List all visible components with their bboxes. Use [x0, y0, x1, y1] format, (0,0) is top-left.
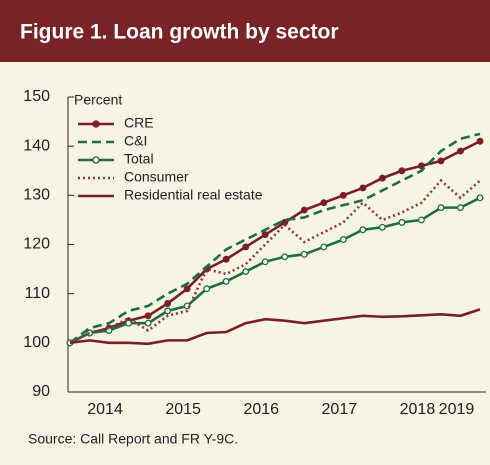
data-point: [183, 285, 191, 293]
data-point: [417, 162, 425, 170]
chart-title: Figure 1. Loan growth by sector: [20, 21, 339, 44]
data-point: [359, 226, 367, 234]
data-point: [300, 206, 308, 214]
data-point: [437, 157, 445, 165]
legend-label: Consumer: [124, 169, 189, 185]
y-tick-label: 130: [23, 187, 50, 204]
y-axis-label: Percent: [74, 92, 122, 108]
data-point: [476, 137, 484, 145]
x-tick-label: 2015: [165, 401, 201, 418]
x-tick-label: 2019: [439, 401, 475, 418]
data-point: [125, 319, 133, 327]
y-tick-label: 140: [23, 137, 50, 154]
y-tick-label: 150: [23, 88, 50, 105]
data-point: [339, 191, 347, 199]
data-point: [164, 300, 172, 307]
data-point: [203, 285, 211, 293]
series-line: [69, 140, 481, 344]
y-tick-label: 100: [23, 334, 50, 351]
data-point: [222, 277, 230, 285]
x-tick-label: 2014: [87, 401, 123, 418]
data-point: [398, 167, 406, 175]
data-point: [398, 218, 406, 226]
data-point: [222, 255, 230, 263]
data-point: [242, 243, 250, 251]
series-line: [69, 308, 481, 346]
y-tick-label: 90: [32, 383, 50, 400]
data-point: [261, 258, 269, 266]
x-tick-label: 2016: [243, 401, 279, 418]
legend-marker: [92, 120, 100, 128]
data-point: [359, 184, 367, 192]
data-point: [437, 204, 445, 212]
x-tick-label: 2017: [322, 401, 358, 418]
data-point: [339, 236, 347, 244]
legend-label: CRE: [124, 115, 154, 131]
source-note: Source: Call Report and FR Y-9C.: [28, 431, 238, 447]
data-point: [417, 216, 425, 224]
legend-label: Total: [124, 151, 154, 167]
data-point: [378, 174, 386, 182]
x-tick-label: 2018: [400, 401, 436, 418]
series-line: [69, 196, 481, 344]
legend-label: C&I: [124, 133, 147, 149]
data-point: [320, 199, 328, 207]
y-tick-label: 120: [23, 236, 50, 253]
data-point: [320, 243, 328, 251]
data-point: [144, 319, 152, 327]
data-point: [164, 307, 172, 315]
data-point: [281, 253, 289, 261]
data-point: [242, 268, 250, 275]
data-point: [261, 231, 269, 239]
legend-marker: [92, 156, 100, 164]
data-point: [300, 250, 308, 258]
legend-label: Residential real estate: [124, 187, 263, 203]
data-point: [457, 147, 464, 155]
data-point: [378, 223, 386, 231]
y-tick-label: 110: [24, 285, 50, 302]
series-line: [69, 178, 481, 344]
series-line: [69, 132, 481, 344]
data-point: [476, 194, 484, 202]
data-point: [457, 204, 464, 212]
header-band: [0, 0, 490, 62]
data-point: [144, 312, 152, 320]
